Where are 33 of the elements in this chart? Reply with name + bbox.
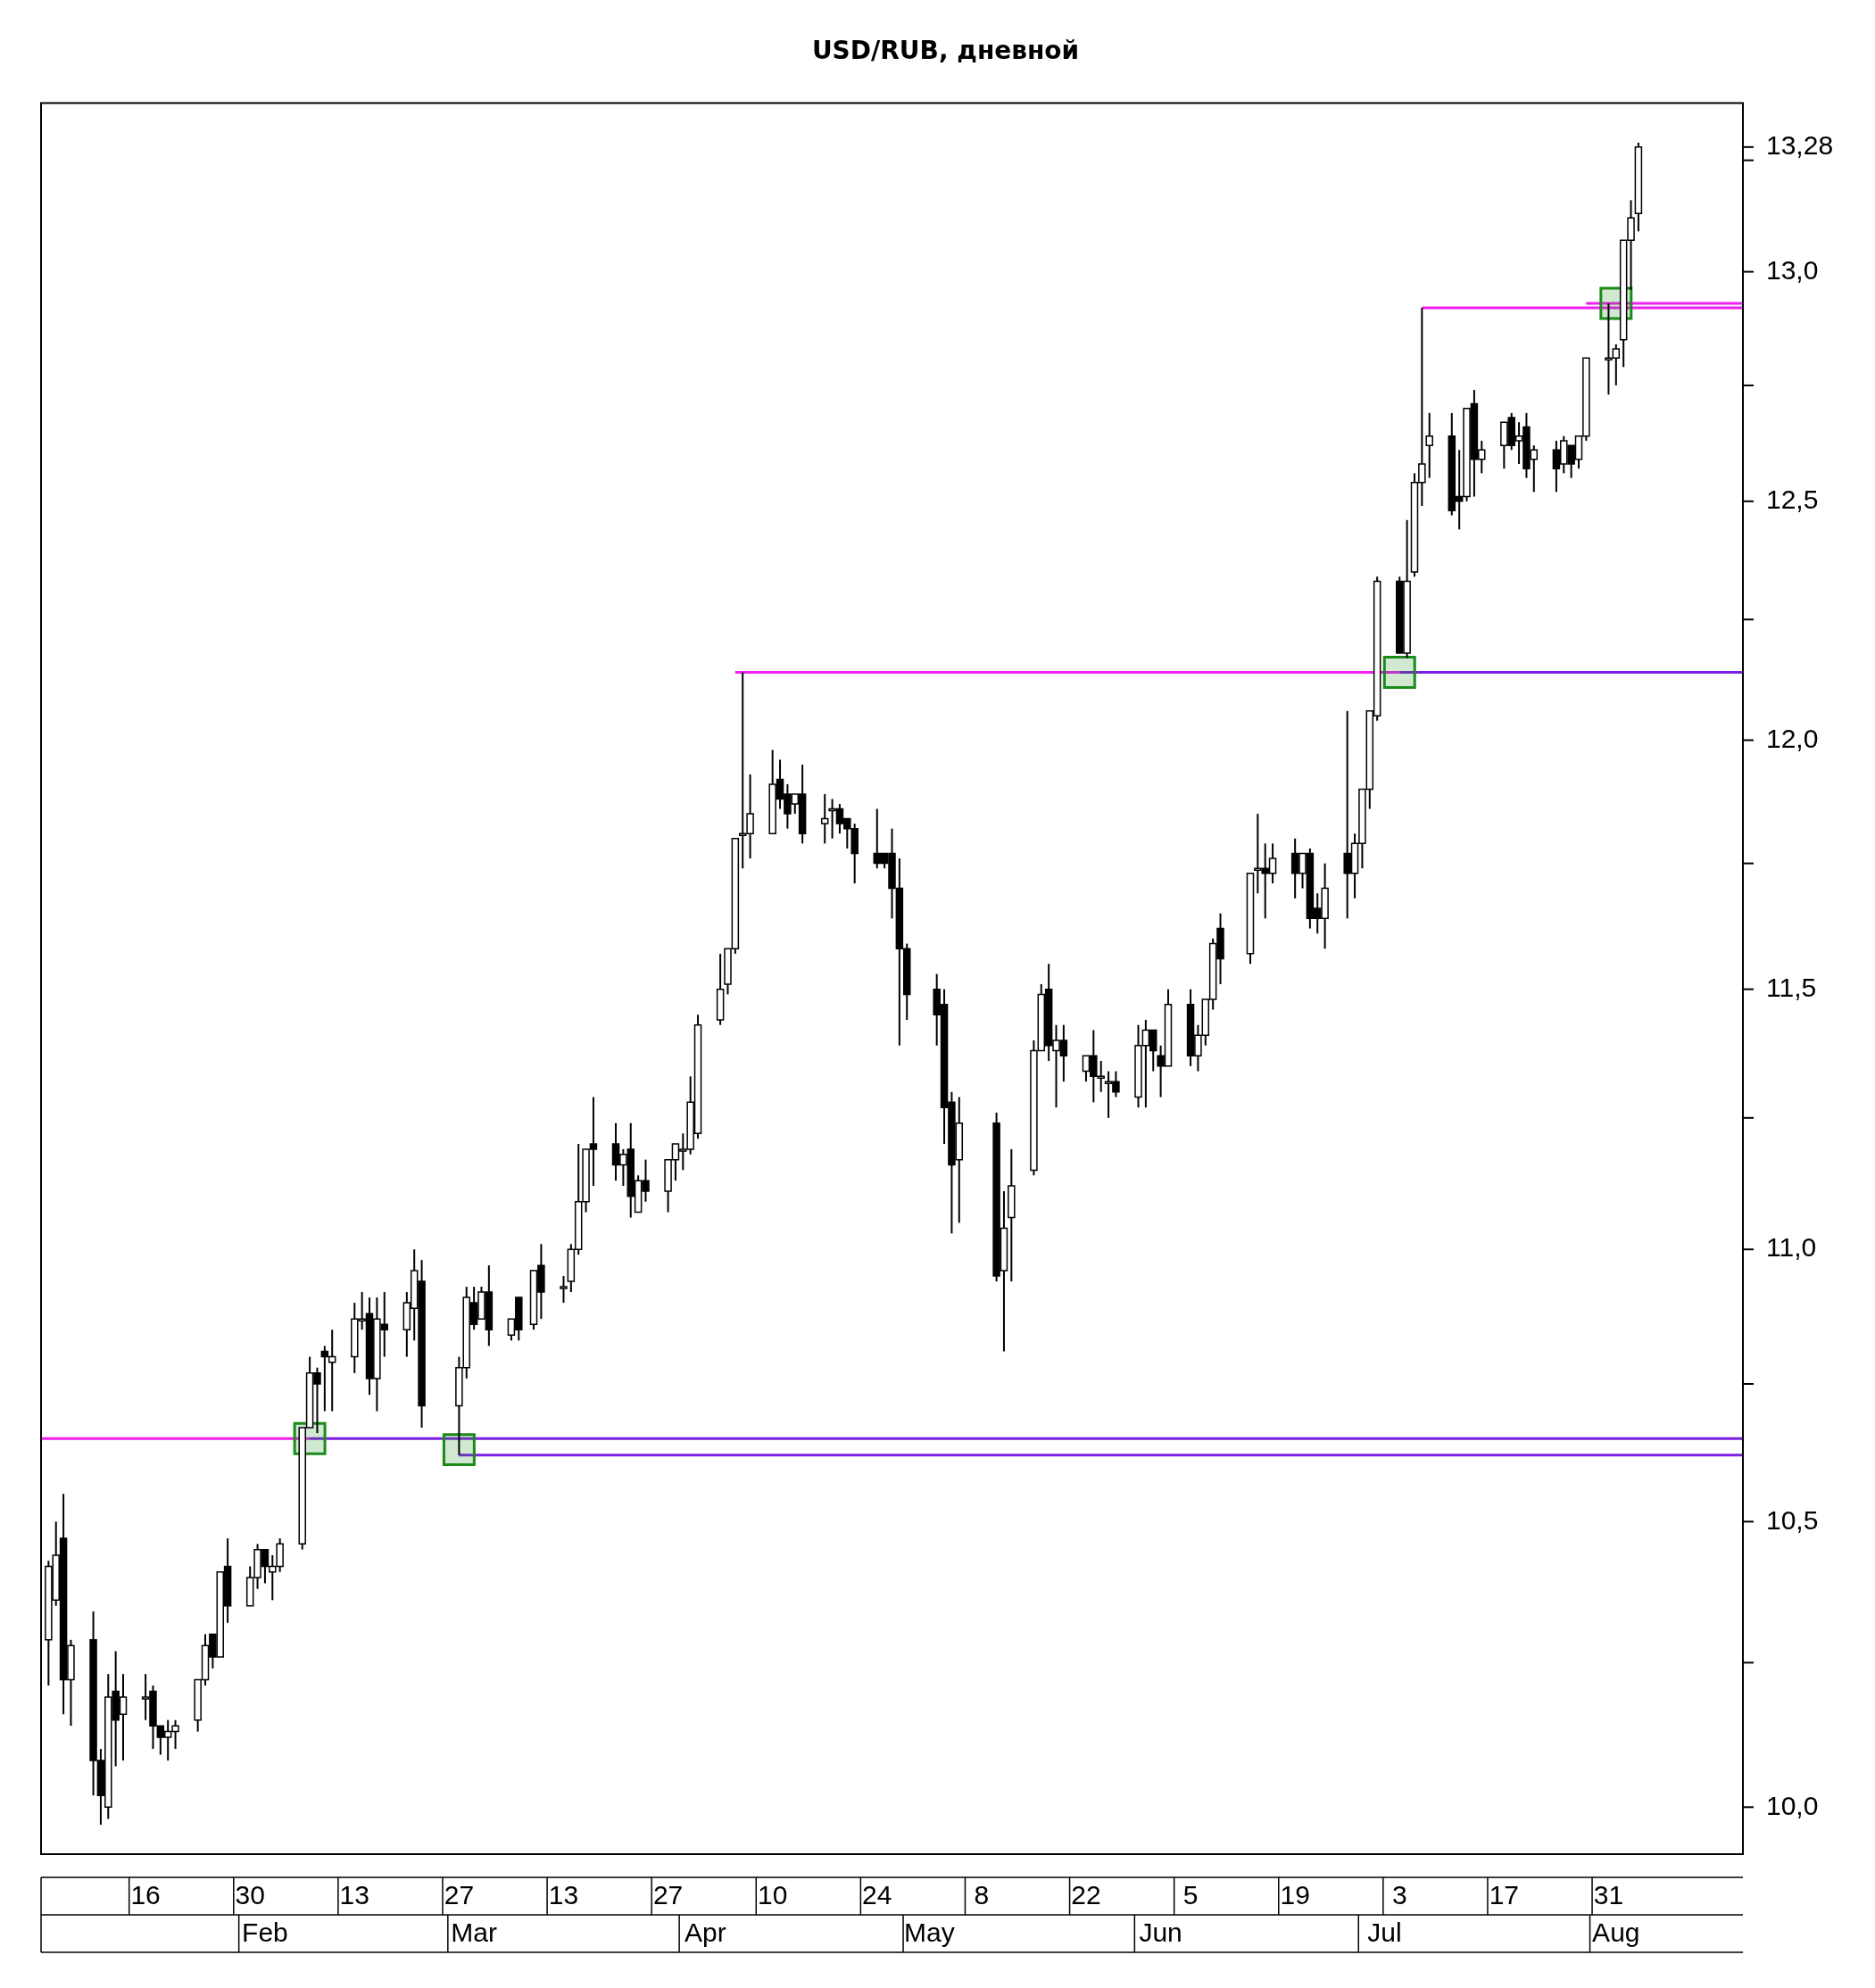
y-tick-label: 11,0 <box>1766 1232 1817 1263</box>
y-tick-label: 13,0 <box>1766 254 1819 285</box>
y-tick-label: 12,5 <box>1766 485 1819 515</box>
x-tick-label: 24 <box>862 1880 892 1910</box>
x2-tick-label: May <box>903 1918 955 1948</box>
x-tick-label: 5 <box>1182 1880 1199 1910</box>
x-tick-label: 30 <box>235 1880 265 1910</box>
x2-tick-label: Feb <box>242 1918 288 1948</box>
y-tick-label: 11,5 <box>1766 972 1817 1002</box>
y-tick-label: 12,0 <box>1766 723 1819 753</box>
x-tick-label: 13 <box>548 1880 579 1910</box>
x-tick-label: 19 <box>1280 1880 1310 1910</box>
x-tick-label: 10 <box>757 1880 788 1910</box>
x-tick-label: 31 <box>1593 1880 1624 1910</box>
x2-tick-label: Jun <box>1139 1918 1182 1948</box>
y-tick-label: 10,5 <box>1766 1504 1819 1535</box>
x-tick-label: 27 <box>652 1880 684 1910</box>
point <box>1382 655 1416 689</box>
x-tick-label: 13 <box>339 1880 369 1910</box>
x2-tick-label: Mar <box>451 1918 497 1948</box>
x-tick-label: 16 <box>130 1880 161 1910</box>
x-tick-label: 17 <box>1489 1880 1520 1910</box>
y-tick-label: 13,28 <box>1766 130 1834 161</box>
x2-tick-label: Aug <box>1592 1918 1640 1948</box>
x2-tick-label: Jul <box>1367 1918 1402 1948</box>
x-tick-label: 8 <box>974 1880 990 1910</box>
point <box>442 1433 476 1467</box>
y-tick-label: 10,0 <box>1766 1790 1819 1820</box>
chart-title: USD/RUB, дневной <box>811 36 1080 66</box>
x-tick-label: 22 <box>1071 1880 1101 1910</box>
x-tick-label: 3 <box>1391 1880 1407 1910</box>
x2-tick-label: Apr <box>684 1918 726 1948</box>
x-tick-label: 27 <box>444 1880 475 1910</box>
